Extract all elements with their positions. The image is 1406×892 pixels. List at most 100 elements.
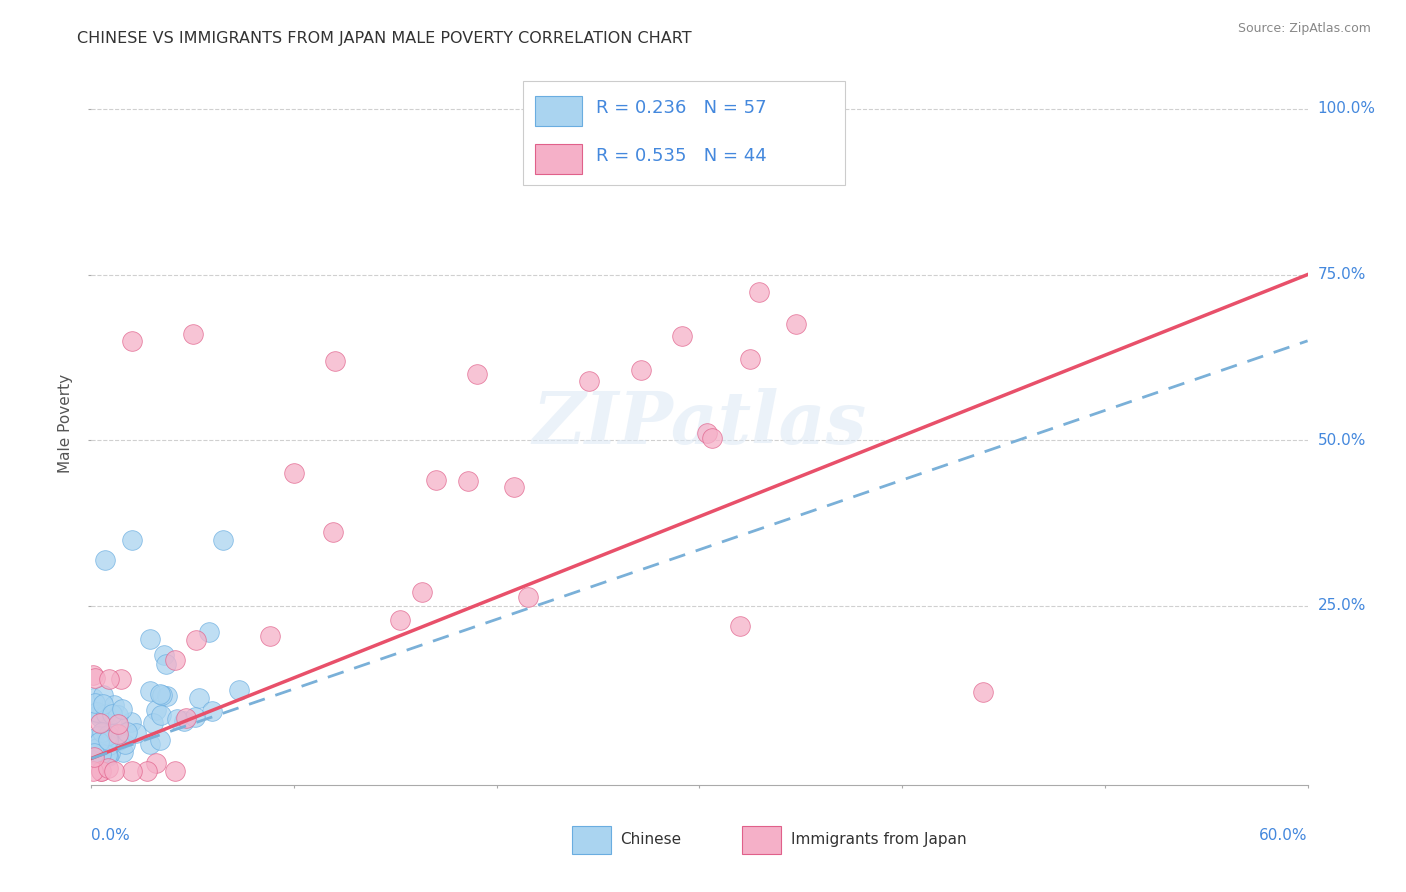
Point xyxy=(972,685,994,699)
Point xyxy=(101,707,124,722)
FancyBboxPatch shape xyxy=(572,826,610,854)
Point xyxy=(107,727,129,741)
Point xyxy=(83,696,105,710)
Text: 75.0%: 75.0% xyxy=(1317,267,1367,282)
Point xyxy=(108,733,131,747)
Point xyxy=(96,748,118,763)
Point xyxy=(389,614,412,628)
Point xyxy=(786,102,808,116)
Point xyxy=(82,668,104,682)
Point xyxy=(120,714,142,729)
Text: 0.0%: 0.0% xyxy=(91,828,131,843)
FancyBboxPatch shape xyxy=(742,826,780,854)
Point xyxy=(96,729,118,743)
Point xyxy=(323,353,346,368)
Point xyxy=(671,329,693,343)
Point xyxy=(110,672,132,686)
Point xyxy=(228,683,250,698)
Point xyxy=(138,632,160,646)
Point xyxy=(142,715,165,730)
Point xyxy=(166,712,188,726)
Text: Source: ZipAtlas.com: Source: ZipAtlas.com xyxy=(1237,22,1371,36)
Point xyxy=(630,362,652,376)
Point xyxy=(145,756,167,770)
Point xyxy=(163,764,186,778)
Point xyxy=(700,431,723,445)
Point xyxy=(90,747,112,761)
Point xyxy=(97,721,120,735)
Point xyxy=(121,334,143,348)
Point xyxy=(100,727,122,741)
Point xyxy=(124,725,146,739)
Point xyxy=(121,533,143,547)
Point xyxy=(90,764,112,778)
Point xyxy=(578,374,600,388)
Point xyxy=(115,724,138,739)
Point xyxy=(86,741,108,756)
Y-axis label: Male Poverty: Male Poverty xyxy=(58,374,73,474)
Point xyxy=(97,672,120,686)
Point xyxy=(139,737,162,751)
Point xyxy=(785,317,807,331)
Text: 50.0%: 50.0% xyxy=(1317,433,1367,448)
Point xyxy=(425,473,447,487)
Text: ZIPatlas: ZIPatlas xyxy=(533,388,866,459)
Point xyxy=(94,552,117,566)
Point xyxy=(103,764,125,778)
FancyBboxPatch shape xyxy=(523,80,845,186)
Point xyxy=(174,710,197,724)
Point xyxy=(150,707,173,722)
Point xyxy=(135,764,157,778)
Point xyxy=(148,733,170,747)
Point xyxy=(82,691,104,706)
Point xyxy=(184,710,207,724)
Point xyxy=(516,591,538,605)
Point xyxy=(748,285,770,299)
Point xyxy=(89,735,111,749)
Point xyxy=(83,671,105,685)
Point xyxy=(82,764,104,778)
Point xyxy=(163,653,186,667)
Point xyxy=(139,683,162,698)
Point xyxy=(82,747,104,762)
Point xyxy=(89,710,111,724)
Point xyxy=(114,737,136,751)
Point xyxy=(111,702,134,716)
Point xyxy=(121,764,143,778)
Point xyxy=(212,533,235,547)
Point xyxy=(738,351,761,366)
Point xyxy=(103,698,125,713)
Point xyxy=(503,480,526,494)
Point xyxy=(83,747,105,761)
Point xyxy=(173,714,195,728)
Point xyxy=(98,738,121,752)
FancyBboxPatch shape xyxy=(536,145,582,175)
Text: 60.0%: 60.0% xyxy=(1260,828,1308,843)
Point xyxy=(107,717,129,731)
Point xyxy=(696,426,718,441)
Point xyxy=(156,690,179,704)
Point xyxy=(111,745,134,759)
Point xyxy=(149,687,172,701)
Point xyxy=(91,725,114,739)
Point xyxy=(187,691,209,706)
Point xyxy=(89,764,111,778)
Point xyxy=(201,704,224,718)
Point xyxy=(197,624,219,639)
Text: Chinese: Chinese xyxy=(620,832,682,847)
Text: R = 0.535   N = 44: R = 0.535 N = 44 xyxy=(596,147,766,165)
Point xyxy=(184,632,207,647)
Point xyxy=(86,705,108,719)
FancyBboxPatch shape xyxy=(536,95,582,126)
Point xyxy=(259,629,281,643)
Point xyxy=(97,733,120,747)
Point xyxy=(91,698,114,712)
Point xyxy=(181,327,204,342)
Point xyxy=(457,475,479,489)
Point xyxy=(283,467,305,481)
Point xyxy=(94,707,117,722)
Point xyxy=(98,747,121,761)
Point xyxy=(97,760,120,774)
Point xyxy=(145,703,167,717)
Text: R = 0.236   N = 57: R = 0.236 N = 57 xyxy=(596,99,766,117)
